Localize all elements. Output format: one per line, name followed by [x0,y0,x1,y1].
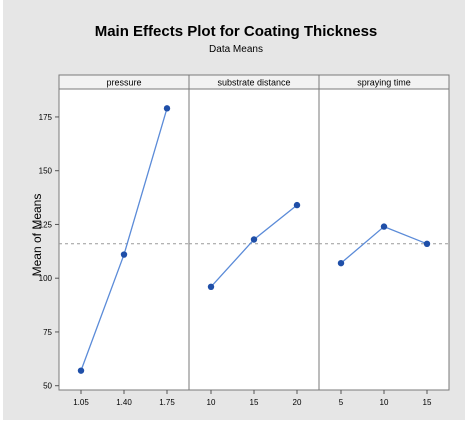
x-tick-label: 15 [423,398,432,407]
x-tick-label: 10 [380,398,389,407]
x-tick-label: 1.05 [73,398,89,407]
data-point [120,251,128,258]
y-tick-label: 75 [43,328,52,337]
data-point [250,236,258,243]
data-point [293,201,301,209]
panel-header [318,74,450,90]
y-tick-label: 50 [43,382,52,391]
y-axis-label: Mean of Means [30,194,44,277]
y-tick-label: 100 [39,274,53,283]
x-tick-label: 20 [293,398,302,407]
panel-background [318,88,450,391]
panel-header-label: spraying time [357,78,411,88]
main-effects-chart: Main Effects Plot for Coating Thickness … [30,23,450,407]
x-tick-label: 1.75 [159,398,175,407]
x-tick-label: 10 [207,398,216,407]
y-tick-label: 125 [39,220,53,229]
x-tick-label: 15 [250,398,259,407]
panel-header-label: substrate distance [217,78,290,88]
data-point [337,259,345,267]
plot-area: pressure 1.05 1.40 1.75 substrate distance 10… [39,74,450,407]
x-tick-label: 5 [339,398,344,407]
chart-title: Main Effects Plot for Coating Thickness [95,23,378,40]
chart-figure: Main Effects Plot for Coating Thickness … [3,0,465,420]
panel-header-label: pressure [106,78,141,88]
data-point [77,367,85,374]
y-tick-label: 150 [39,167,53,176]
data-point [380,223,388,230]
data-point [163,105,171,112]
panel-background [58,88,190,391]
x-tick-label: 1.40 [116,398,132,407]
chart-subtitle: Data Means [209,44,263,55]
data-point [207,283,215,290]
data-point [423,240,431,247]
y-tick-label: 175 [39,113,53,122]
